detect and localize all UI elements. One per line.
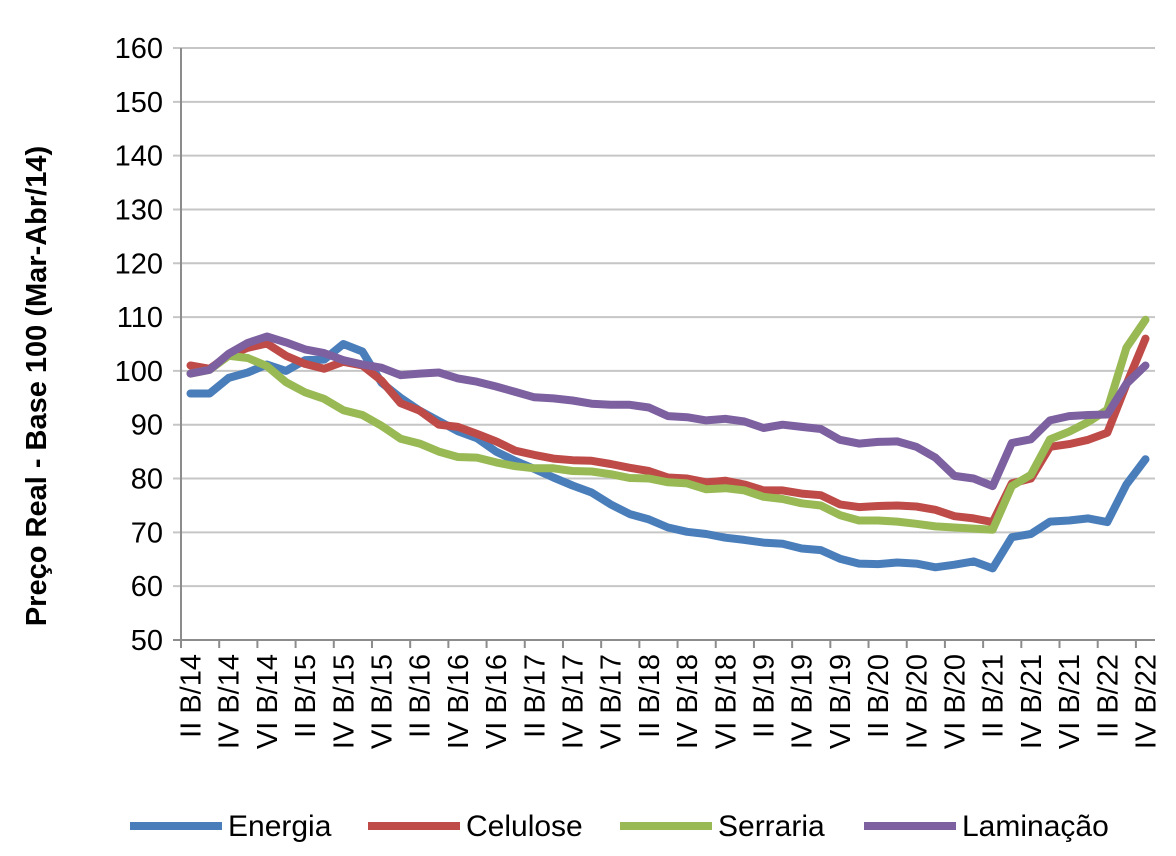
x-tick-label: IV B/22 xyxy=(1130,654,1162,749)
legend-label: Laminação xyxy=(962,810,1109,843)
x-tick-label: IV B/21 xyxy=(1016,654,1048,749)
x-tick-label: IV B/15 xyxy=(328,654,360,749)
x-tick-label: VI B/20 xyxy=(939,654,971,749)
y-tick-label: 110 xyxy=(117,302,163,334)
x-tick-label: II B/15 xyxy=(290,654,322,738)
x-tick-label: VI B/19 xyxy=(825,654,857,749)
x-tick-label: II B/14 xyxy=(176,654,208,738)
legend-label: Energia xyxy=(228,810,332,843)
legend-label: Celulose xyxy=(466,810,583,843)
y-tick-label: 60 xyxy=(131,571,163,603)
series-lines xyxy=(186,315,1150,573)
y-tick-label: 50 xyxy=(131,625,163,657)
y-tick-label: 80 xyxy=(131,464,163,496)
x-tick-label: IV B/17 xyxy=(558,654,590,749)
y-tick-label: 140 xyxy=(115,141,163,173)
x-tick-label: IV B/19 xyxy=(787,654,819,749)
x-tick-label: IV B/18 xyxy=(672,654,704,749)
x-axis: II B/14 IV B/14 VI B/14 II B/15 IV B/15 VI B/… xyxy=(176,640,1162,749)
x-tick-label: II B/21 xyxy=(978,654,1010,738)
legend: Energia Celulose Serraria Laminação xyxy=(130,810,1109,843)
x-tick-label: VI B/18 xyxy=(710,654,742,749)
x-tick-label: IV B/20 xyxy=(901,654,933,749)
x-tick-label: IV B/14 xyxy=(214,654,246,749)
gridlines xyxy=(173,47,1155,641)
y-tick-label: 150 xyxy=(115,87,163,119)
y-tick-label: 70 xyxy=(131,517,163,549)
y-axis-title: Preço Real - Base 100 (Mar-Abr/14) xyxy=(21,146,53,626)
legend-label: Serraria xyxy=(718,810,825,843)
x-tick-label: II B/17 xyxy=(519,654,551,738)
x-tick-label: II B/16 xyxy=(405,654,437,738)
y-tick-label: 100 xyxy=(115,356,163,388)
x-tick-label: II B/20 xyxy=(863,654,895,738)
series-line-celulose xyxy=(186,334,1150,527)
y-tick-label: 120 xyxy=(115,248,163,280)
x-tick-label: VI B/14 xyxy=(252,654,284,749)
x-tick-label: II B/19 xyxy=(748,654,780,738)
x-tick-label: VI B/15 xyxy=(367,654,399,749)
x-tick-label: VI B/17 xyxy=(596,654,628,749)
x-tick-label: IV B/16 xyxy=(443,654,475,749)
y-tick-label: 90 xyxy=(131,410,163,442)
x-tick-label: VI B/16 xyxy=(481,654,513,749)
y-tick-label: 160 xyxy=(115,33,163,65)
series-line-serraria xyxy=(186,315,1150,534)
x-tick-label: II B/18 xyxy=(634,654,666,738)
series-line-laminação xyxy=(186,332,1150,491)
y-tick-label: 130 xyxy=(115,194,163,226)
y-axis: 50 60 70 80 90 100 110 120 130 140 150 160 xyxy=(115,33,182,657)
x-tick-label: II B/22 xyxy=(1092,654,1124,738)
x-tick-label: VI B/21 xyxy=(1054,654,1086,749)
series-line-energia xyxy=(186,340,1150,573)
